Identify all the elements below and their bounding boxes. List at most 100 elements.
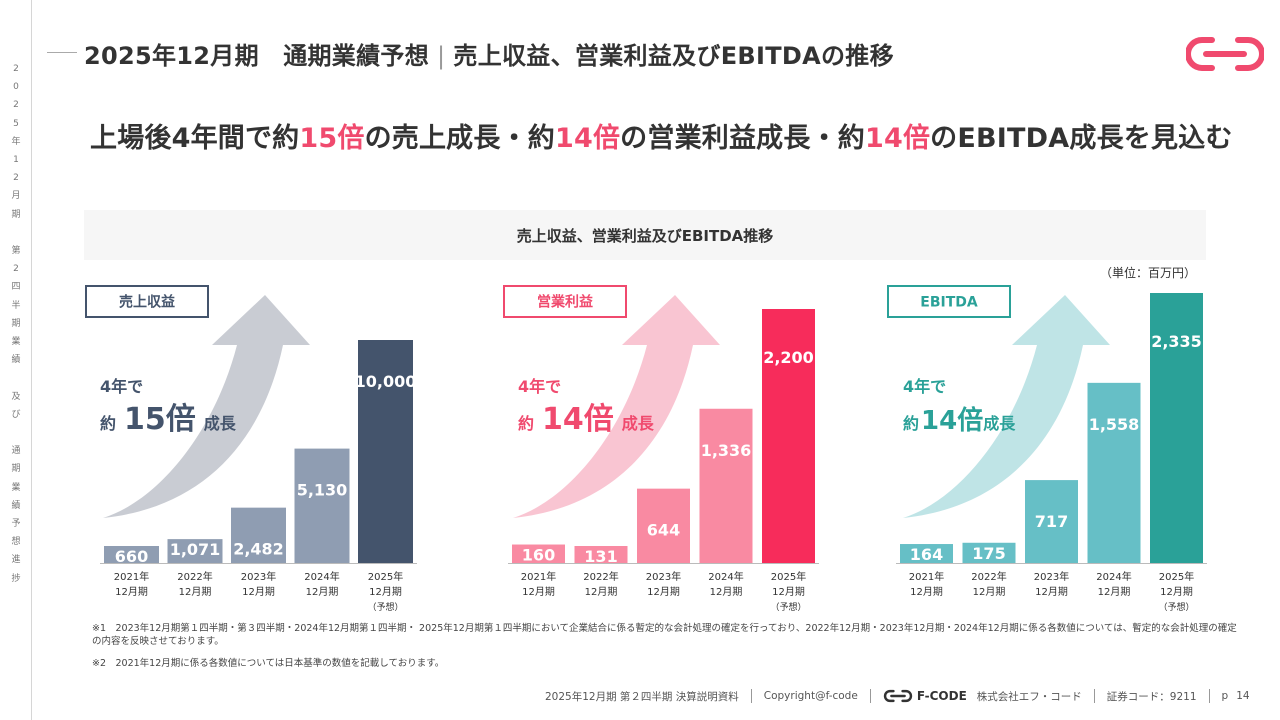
category-label-line: 2023年 [241,570,276,583]
series-legend-box [503,285,627,318]
chart-section-banner: 売上収益、営業利益及びEBITDA推移 [84,210,1206,260]
bar-value-label: 164 [910,545,943,564]
bar-value-label: 10,000 [355,372,417,391]
growth-prefix: 約 [100,414,116,433]
category-label-line: 2021年 [521,570,556,583]
growth-label-line1: 4年で [100,377,143,396]
vertical-char: 通 [11,446,21,457]
bar [962,542,1016,563]
bar-value-label: 1,071 [170,540,221,559]
series-legend-label: 営業利益 [537,294,593,311]
vertical-char: 月 [11,191,21,202]
category-label-line: 12月期 [1098,586,1131,598]
bar-value-label: 717 [1035,512,1068,531]
headline-part: 上場後4年間で約 [90,123,300,154]
category-label-line: 12月期 [910,586,943,598]
vertical-char: 期 [11,464,21,475]
category-label: 2025年 12月期 （予想） [367,570,403,613]
vertical-char: 期 [11,209,21,220]
growth-suffix: 成長 [204,414,237,433]
bar [762,309,815,563]
growth-multiple-label: 約 15倍 成長 [100,402,237,437]
series-legend-box [85,285,209,318]
footnote-2: ※2 2021年12月期に係る各数値については日本基準の数値を記載しております。 [92,658,445,669]
category-label-line: 2024年 [1096,570,1131,583]
category-label-line: 12月期 [115,586,148,598]
vertical-char: 捗 [11,573,21,584]
category-label-line: （予想） [367,601,403,613]
bar [637,488,690,563]
category-label: 2022年 12月期 [583,570,618,598]
bar-value-label: 644 [647,521,680,540]
category-label: 2024年 12月期 [1096,570,1131,598]
category-label-line: 2022年 [583,570,618,583]
bar [167,539,223,563]
category-label: 2024年 12月期 [304,570,339,598]
category-label: 2024年 12月期 [708,570,743,598]
category-label-line: 2022年 [971,570,1006,583]
category-label: 2022年 12月期 [971,570,1006,598]
left-rail-divider [31,0,32,720]
headline-part: の営業利益成長・約 [620,123,865,154]
footer-divider [869,689,871,703]
footer-doc-title: 2025年12月期 第２四半期 決算説明資料 [545,690,739,703]
category-label-line: 12月期 [1035,586,1068,598]
category-label-line: 12月期 [710,586,743,598]
bar-value-label: 1,558 [1089,415,1140,434]
bar-value-label: 131 [584,547,617,566]
category-label-line: 12月期 [522,586,555,598]
vertical-char: 想 [11,537,21,548]
unit-label: （単位：百万円） [1100,266,1197,280]
bar [294,448,350,563]
category-label-line: 12月期 [973,586,1006,598]
bar-value-label: 2,200 [763,348,814,367]
category-label-line: 2022年 [177,570,212,583]
vertical-char: 5 [13,118,19,129]
growth-multiple: 14倍 [542,402,614,437]
growth-multiple-label: 約14倍成長 [903,405,1016,436]
bar-value-label: 160 [522,546,555,565]
growth-label-line1: 4年で [518,377,561,396]
category-label: 2023年 12月期 [646,570,681,598]
footer-brand-name: F-CODE [916,689,967,703]
bar [512,544,565,563]
footer-page-prefix: p [1221,690,1229,702]
footer-divider [750,689,752,703]
vertical-char: 期 [11,318,21,329]
category-label-line: 2025年 [771,570,806,583]
category-label-line: 12月期 [369,586,402,598]
vertical-char: 業 [11,482,21,493]
footer-divider [1208,689,1210,703]
category-label: 2023年 12月期 [1034,570,1069,598]
headline-highlight: 14倍 [554,123,621,154]
category-label-line: 2023年 [646,570,681,583]
vertical-char: 2 [13,264,19,275]
vertical-char: 四 [11,282,21,293]
category-label-line: 12月期 [179,586,212,598]
vertical-char: 2 [13,64,19,74]
footer-company: 株式会社エフ・コード [976,690,1082,703]
vertical-char: 1 [13,155,19,166]
bar [1087,382,1141,563]
growth-multiple: 15倍 [124,402,196,437]
bar-value-label: 1,336 [701,441,752,460]
series-legend-label: 売上収益 [119,294,175,311]
bar-value-label: 2,482 [233,540,284,559]
category-label-line: 2021年 [114,570,149,583]
headline: 上場後4年間で約15倍の売上成長・約14倍の営業利益成長・約14倍のEBITDA… [90,116,1233,155]
bar-value-label: 2,335 [1151,332,1202,351]
series-legend-box [887,285,1011,318]
growth-label-line1: 4年で [903,377,946,396]
vertical-char: 績 [11,500,21,511]
vertical-char: 績 [11,355,21,366]
footer-divider [1093,689,1095,703]
page-title-sub: 売上収益、営業利益及びEBITDAの推移 [453,42,894,70]
bar [574,546,628,563]
bar [358,340,413,563]
headline-part: のEBITDA成長を見込む [930,123,1233,154]
bar-value-label: 175 [972,544,1005,563]
